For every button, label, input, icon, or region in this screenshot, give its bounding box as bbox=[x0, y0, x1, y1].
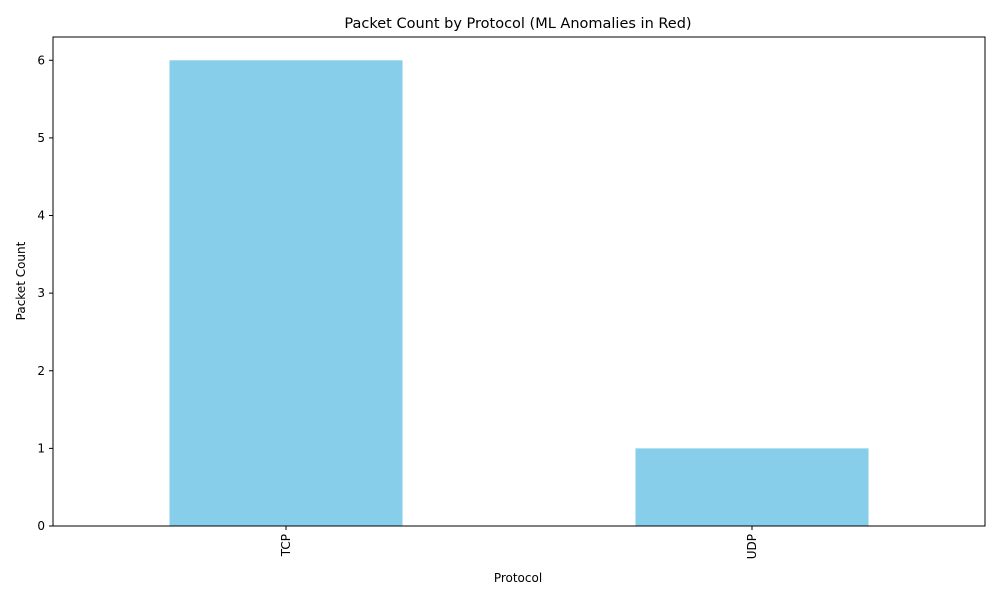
bar-udp bbox=[635, 448, 869, 526]
plot-frame bbox=[52, 36, 986, 527]
y-tick-label: 1 bbox=[37, 441, 45, 455]
y-tick-label: 2 bbox=[37, 364, 45, 378]
x-axis-label: Protocol bbox=[494, 571, 542, 585]
x-tick-label: UDP bbox=[745, 534, 759, 559]
x-tick-label: TCP bbox=[279, 534, 293, 557]
x-axis: TCP UDP bbox=[279, 526, 759, 559]
y-tick-label: 6 bbox=[37, 53, 45, 67]
y-axis-label: Packet Count bbox=[14, 241, 28, 320]
y-axis: 0 1 2 3 4 5 6 bbox=[37, 53, 53, 533]
y-tick-label: 0 bbox=[37, 519, 45, 533]
bar-tcp bbox=[169, 60, 403, 527]
bars-group bbox=[169, 60, 869, 527]
y-tick-label: 3 bbox=[37, 286, 45, 300]
y-tick-label: 5 bbox=[37, 131, 45, 145]
chart-title: Packet Count by Protocol (ML Anomalies i… bbox=[344, 16, 691, 32]
y-tick-label: 4 bbox=[37, 209, 45, 223]
